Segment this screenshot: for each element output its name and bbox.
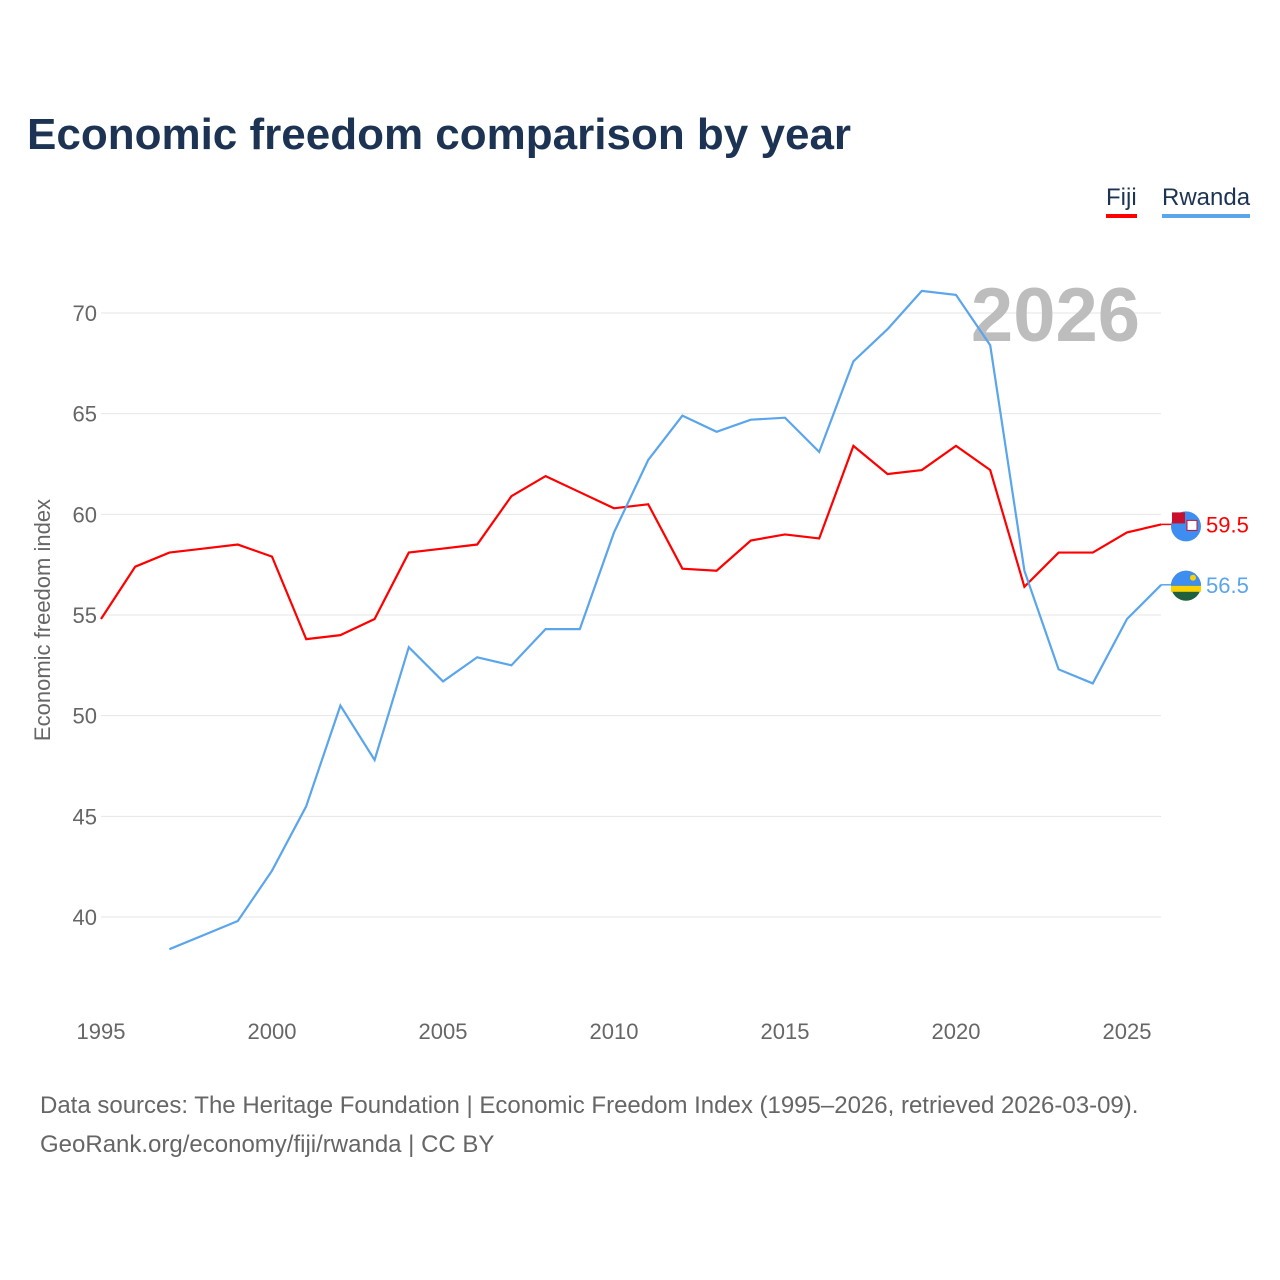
year-watermark: 2026 bbox=[971, 273, 1140, 358]
end-label-rwanda: 56.5 bbox=[1206, 573, 1249, 598]
end-label-fiji: 59.5 bbox=[1206, 512, 1249, 537]
y-tick-label: 50 bbox=[73, 704, 97, 729]
y-axis-label: Economic freedom index bbox=[30, 499, 55, 741]
legend-fiji[interactable]: Fiji bbox=[1106, 184, 1137, 218]
y-tick-label: 70 bbox=[73, 301, 97, 326]
x-tick-label: 2025 bbox=[1103, 1019, 1152, 1044]
flag-fiji-shield bbox=[1186, 519, 1198, 531]
y-tick-label: 45 bbox=[73, 804, 97, 829]
x-tick-label: 2005 bbox=[419, 1019, 468, 1044]
chart-title: Economic freedom comparison by year bbox=[27, 110, 852, 159]
x-tick-label: 2010 bbox=[590, 1019, 639, 1044]
x-tick-label: 2015 bbox=[761, 1019, 810, 1044]
series-line-fiji bbox=[100, 444, 1162, 641]
flag-rwanda-yellow bbox=[1171, 585, 1201, 592]
y-tick-label: 60 bbox=[73, 502, 97, 527]
flag-fiji-union bbox=[1172, 512, 1185, 524]
x-tick-label: 1995 bbox=[77, 1019, 126, 1044]
footer-credit: GeoRank.org/economy/fiji/rwanda | CC BY bbox=[40, 1131, 495, 1158]
y-tick-label: 65 bbox=[73, 402, 97, 427]
series-line-rwanda bbox=[168, 289, 1162, 951]
x-tick-label: 2020 bbox=[932, 1019, 981, 1044]
footer-sources: Data sources: The Heritage Foundation | … bbox=[40, 1092, 1139, 1119]
footer: Data sources: The Heritage Foundation | … bbox=[40, 1086, 1138, 1164]
y-tick-label: 55 bbox=[73, 603, 97, 628]
y-tick-label: 40 bbox=[73, 905, 97, 930]
flag-rwanda-blue bbox=[1171, 570, 1201, 586]
x-tick-label: 2000 bbox=[248, 1019, 297, 1044]
legend-rwanda[interactable]: Rwanda bbox=[1162, 184, 1251, 218]
flag-rwanda-sun bbox=[1190, 574, 1196, 581]
